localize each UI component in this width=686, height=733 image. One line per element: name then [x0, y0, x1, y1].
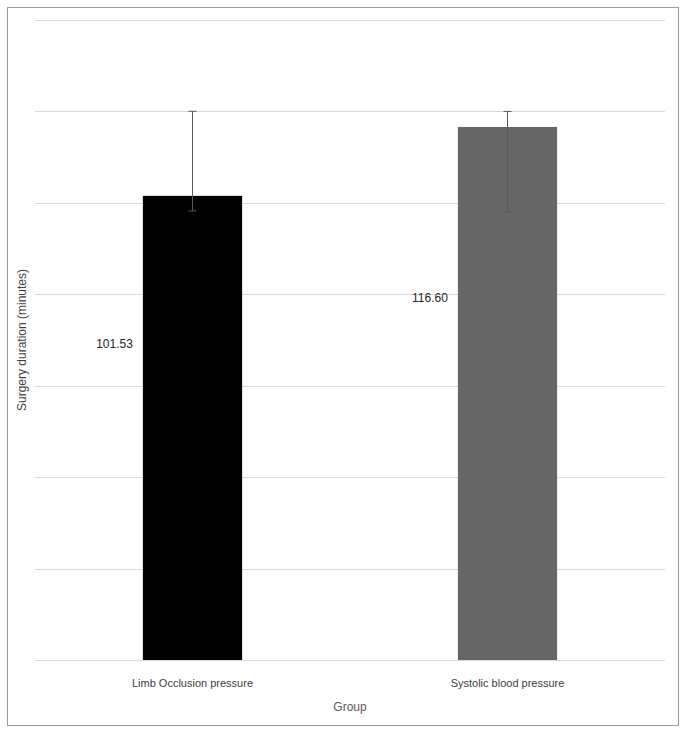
- grid-line: [35, 294, 665, 295]
- grid-line: [35, 20, 665, 21]
- error-cap: [189, 210, 197, 211]
- grid-line: [35, 569, 665, 570]
- data-label: 101.53: [96, 337, 133, 351]
- error-cap: [504, 111, 512, 112]
- error-line: [192, 196, 193, 211]
- x-tick-label: Limb Occlusion pressure: [132, 677, 253, 689]
- error-line: [507, 111, 508, 127]
- marks: [143, 111, 557, 660]
- frame: [8, 8, 679, 726]
- grid-line: [35, 477, 665, 478]
- y-axis-label: Surgery duration (minutes): [15, 269, 29, 411]
- error-line: [507, 127, 508, 212]
- error-bar-upper: [504, 111, 512, 127]
- grid-line: [35, 660, 665, 661]
- x-tick-label: Systolic blood pressure: [451, 677, 565, 689]
- error-bar-upper: [189, 111, 197, 196]
- bar: [143, 196, 242, 660]
- x-axis-label: Group: [333, 700, 367, 714]
- error-line: [192, 111, 193, 196]
- chart: 101.53 116.60 Limb Occlusion pressure Systo…: [0, 0, 686, 733]
- error-bar-lower: [189, 196, 197, 211]
- error-cap: [504, 212, 512, 213]
- grid-line: [35, 111, 665, 112]
- error-bar-lower: [504, 127, 512, 212]
- bar: [458, 127, 557, 660]
- background: [0, 0, 686, 733]
- grid-line: [35, 203, 665, 204]
- error-cap: [189, 111, 197, 112]
- data-label: 116.60: [412, 291, 448, 305]
- grid-line: [35, 386, 665, 387]
